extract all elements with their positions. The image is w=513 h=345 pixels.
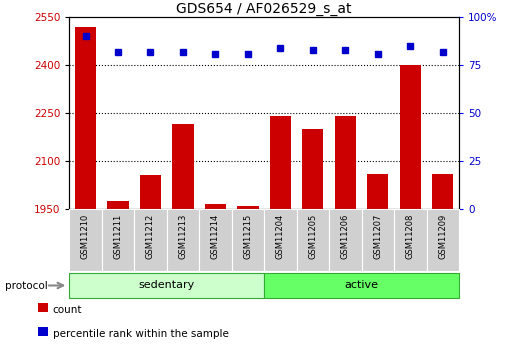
Bar [270,116,291,209]
Text: GSM11214: GSM11214 [211,214,220,259]
Text: GSM11206: GSM11206 [341,214,350,259]
Text: GSM11215: GSM11215 [244,214,252,259]
Text: GSM11210: GSM11210 [81,214,90,259]
Text: GSM11207: GSM11207 [373,214,382,259]
Bar [102,209,134,271]
Bar [362,209,394,271]
Bar [107,201,129,209]
Text: GSM11205: GSM11205 [308,214,318,259]
Bar [367,174,388,209]
Text: protocol: protocol [5,281,48,290]
Bar [335,116,356,209]
Text: percentile rank within the sample: percentile rank within the sample [53,329,229,339]
Bar [394,209,427,271]
Text: sedentary: sedentary [139,280,195,290]
Bar [329,209,362,271]
Text: GSM11211: GSM11211 [113,214,123,259]
Bar [140,175,161,209]
Text: GSM11209: GSM11209 [439,214,447,259]
Bar [167,209,199,271]
Text: GSM11208: GSM11208 [406,214,415,259]
Bar [75,27,96,209]
Bar [264,209,297,271]
Bar [69,273,264,298]
Bar [232,209,264,271]
Text: count: count [53,305,83,315]
Bar [400,65,421,209]
Bar [69,209,102,271]
Bar [264,273,459,298]
Bar [199,209,232,271]
Text: GSM11212: GSM11212 [146,214,155,259]
Text: GSM11204: GSM11204 [276,214,285,259]
Text: active: active [345,280,379,290]
Text: GSM11213: GSM11213 [179,214,187,259]
Bar [172,124,193,209]
Title: GDS654 / AF026529_s_at: GDS654 / AF026529_s_at [176,2,352,16]
Bar [134,209,167,271]
Bar [297,209,329,271]
Bar [427,209,459,271]
Bar [302,129,324,209]
Bar [205,204,226,209]
Bar [238,206,259,209]
Bar [432,174,453,209]
